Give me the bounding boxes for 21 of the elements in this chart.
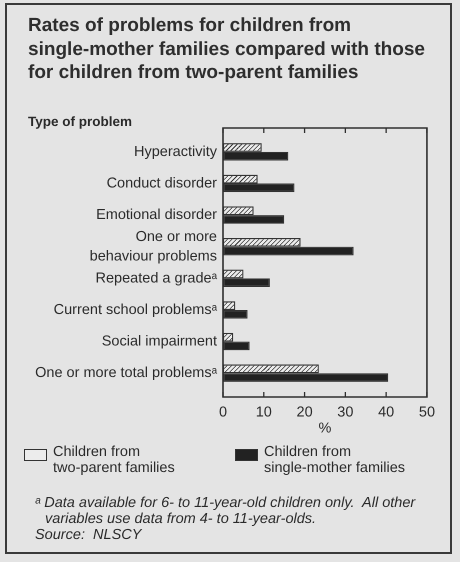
y-tick-label: Social impairment [102, 334, 217, 350]
text: ᵃ Data available for 6- to 11-year-old children only. All other variables use data from 4- to 11-year-olds. [35, 495, 417, 527]
x-tick-label: 20 [296, 404, 313, 421]
y-tick-label: One or more behaviour problems [90, 228, 217, 264]
x-tick-label: 50 [418, 404, 436, 421]
y-axis-title: Type of problem [28, 113, 132, 130]
x-axis-title: % [318, 420, 332, 436]
y-tick-label: Emotional disorder [96, 207, 218, 224]
y-tick-label: Hyperactivity [134, 144, 218, 160]
legend-label: Children from two-parent families [53, 444, 175, 476]
y-tick-label: Repeated a gradeᵃ [96, 270, 218, 286]
y-tick-label: Current school problemsᵃ [54, 302, 218, 318]
legend-label: Children from single-mother families [264, 444, 406, 476]
chart-title: Rates of problems for children from single-mother families compared with those for children from two-parent families [28, 15, 426, 83]
source-note: Source: NLSCY [35, 527, 144, 543]
x-tick-label: 0 [218, 404, 228, 421]
x-tick-label: 40 [378, 404, 394, 421]
y-tick-label: Conduct disorder [106, 175, 218, 192]
x-tick-label: 30 [337, 404, 354, 421]
x-tick-label: 10 [256, 404, 272, 421]
y-tick-label: One or more total problemsᵃ [35, 365, 218, 382]
